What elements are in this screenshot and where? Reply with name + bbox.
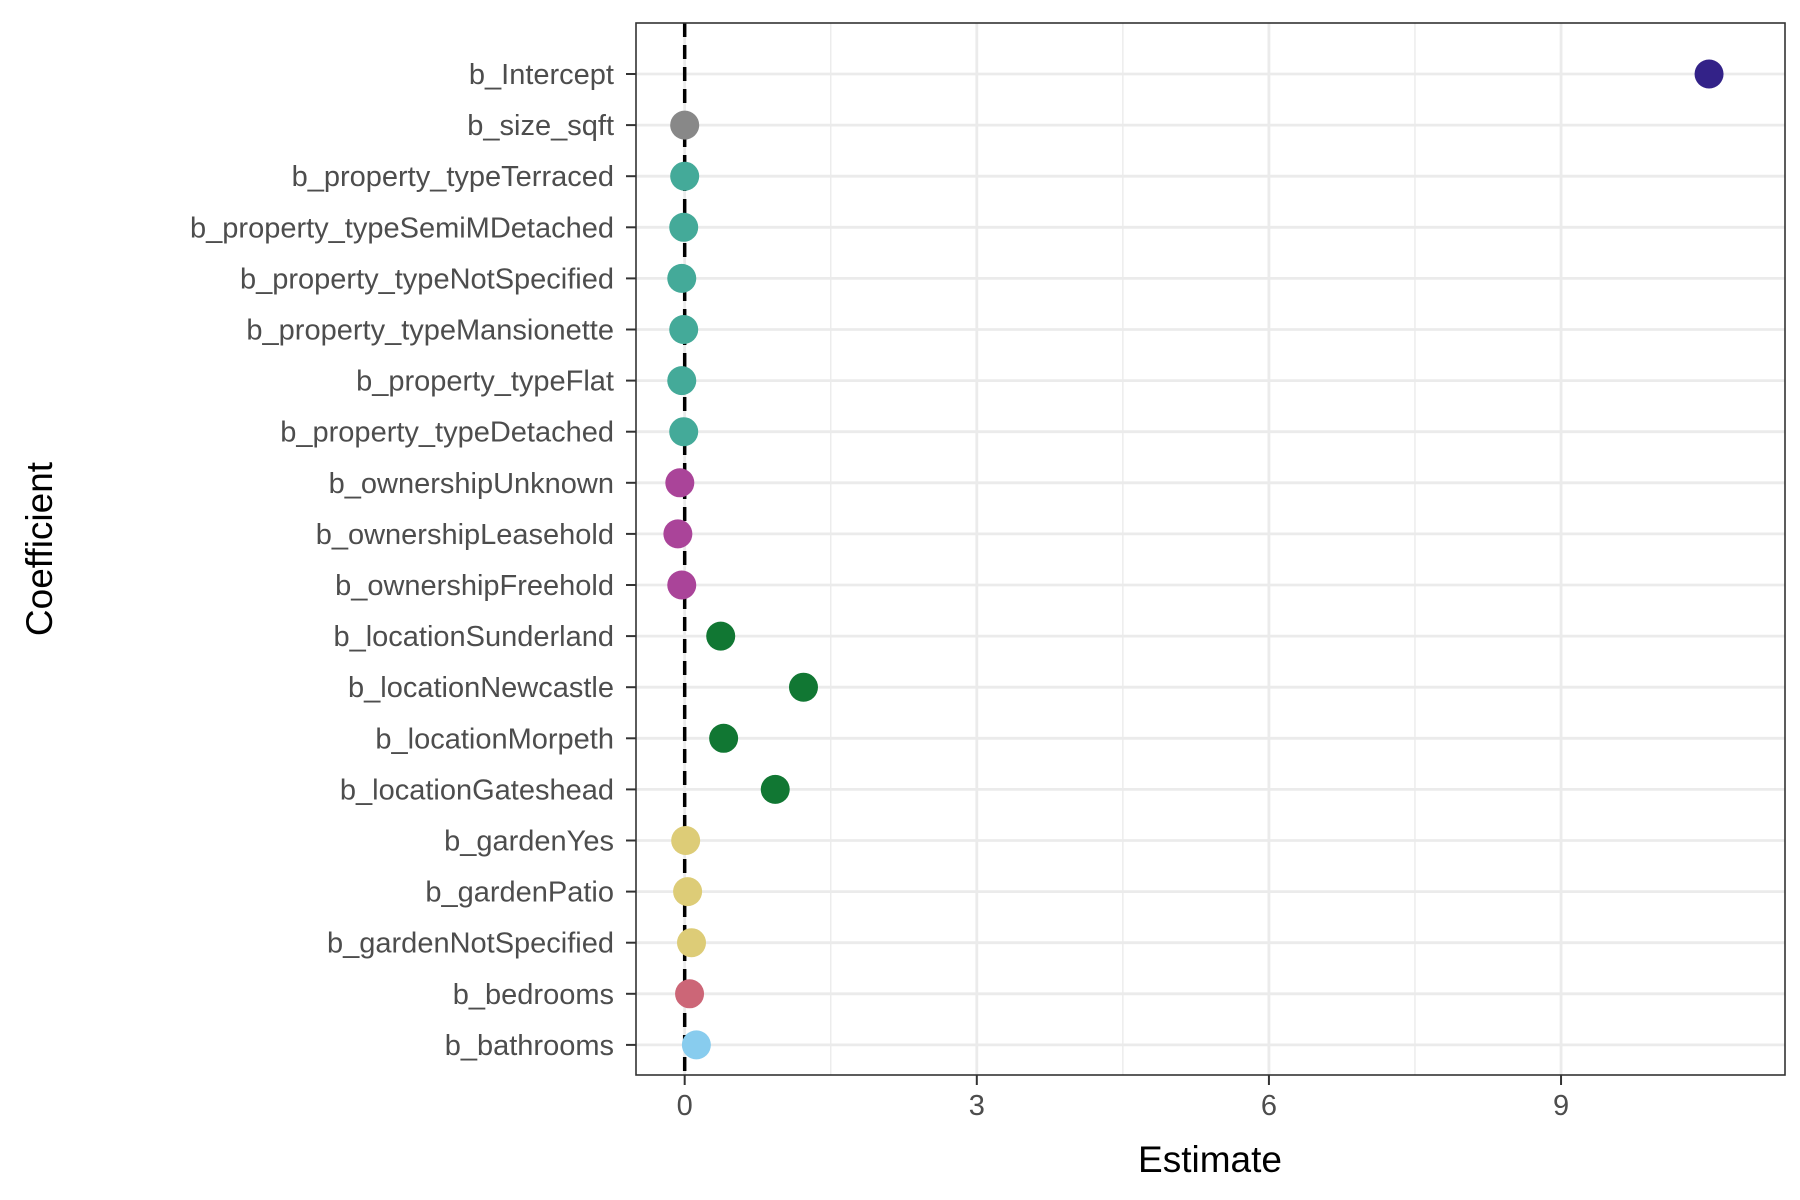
y-tick-label: b_locationGateshead [340, 774, 614, 806]
y-tick-label: b_bedrooms [453, 979, 614, 1011]
x-tick-label: 3 [969, 1090, 985, 1122]
y-tick-label: b_ownershipFreehold [335, 570, 614, 602]
plot-border [635, 22, 1786, 1076]
y-tick-label: b_size_sqft [467, 110, 614, 142]
y-tick-label: b_ownershipLeasehold [316, 519, 614, 551]
point-b_property_typeDetached [669, 417, 699, 447]
y-tick-label: b_ownershipUnknown [329, 468, 614, 500]
x-axis-title: Estimate [1138, 1139, 1282, 1180]
x-tick-label: 9 [1553, 1090, 1569, 1122]
y-tick-label: b_property_typeTerraced [292, 161, 614, 193]
point-b_bedrooms [675, 979, 705, 1009]
point-b_gardenYes [671, 826, 701, 855]
y-tick-label: b_gardenNotSpecified [327, 928, 614, 960]
point-b_gardenNotSpecified [677, 928, 707, 958]
data-points [663, 59, 1724, 1060]
y-tick-label: b_property_typeMansionette [246, 315, 614, 347]
point-b_property_typeSemiMDetached [669, 212, 699, 242]
y-tick-label: b_locationNewcastle [348, 672, 614, 704]
y-tick-label: b_property_typeFlat [356, 366, 614, 398]
y-tick-label: b_Intercept [469, 59, 614, 91]
x-tick-label: 0 [677, 1090, 693, 1122]
point-b_gardenPatio [673, 877, 703, 907]
point-b_ownershipUnknown [665, 468, 695, 498]
plot-background [636, 23, 1785, 1075]
gridlines [636, 23, 1785, 1075]
point-b_locationMorpeth [709, 723, 739, 753]
point-b_property_typeNotSpecified [667, 263, 697, 293]
y-tick-label: b_gardenPatio [425, 877, 614, 909]
y-tick-label: b_locationMorpeth [375, 723, 614, 755]
y-tick-label: b_property_typeSemiMDetached [190, 212, 614, 244]
y-tick-label: b_gardenYes [444, 826, 614, 858]
point-b_size_sqft [670, 110, 700, 140]
point-b_bathrooms [681, 1030, 711, 1060]
y-axis-title: Coefficient [19, 461, 60, 636]
y-tick-label: b_locationSunderland [333, 621, 614, 653]
y-axis: b_Intercept b_size_sqft b_property_typeTer… [190, 59, 636, 1062]
point-b_ownershipFreehold [667, 570, 697, 600]
point-b_locationGateshead [760, 774, 790, 804]
point-b_Intercept [1694, 59, 1724, 89]
y-tick-label: b_property_typeDetached [280, 417, 614, 449]
point-b_ownershipLeasehold [663, 519, 693, 549]
y-tick-label: b_bathrooms [445, 1030, 614, 1062]
x-axis: 0 3 6 9 [677, 1075, 1569, 1122]
point-b_locationSunderland [706, 621, 736, 651]
y-tick-label: b_property_typeNotSpecified [240, 263, 614, 295]
point-b_property_typeMansionette [669, 315, 699, 344]
point-b_locationNewcastle [788, 672, 818, 702]
point-b_property_typeTerraced [670, 161, 700, 191]
x-tick-label: 6 [1261, 1090, 1277, 1122]
point-b_property_typeFlat [667, 366, 697, 396]
